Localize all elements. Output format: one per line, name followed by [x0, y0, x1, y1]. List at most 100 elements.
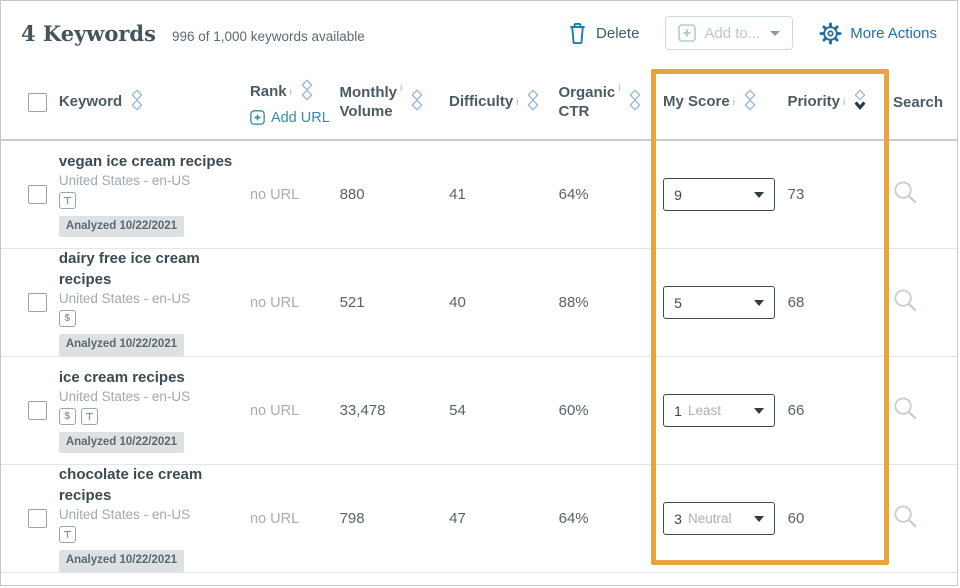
organic-ctr-label-2: CTR [558, 102, 590, 120]
keyword-column-label: Keyword [58, 92, 123, 110]
row-checkbox[interactable] [28, 185, 47, 204]
table-row: chocolate ice cream recipes United State… [1, 465, 957, 573]
header-priority: Priority i [787, 89, 887, 116]
keyword-locale: United States - en-US [58, 172, 191, 188]
priority-value: 68 [787, 294, 805, 311]
difficulty-value: 40 [449, 294, 466, 311]
keyword-name[interactable]: dairy free ice cream recipes [58, 250, 200, 288]
my-score-value: 5 [674, 294, 682, 311]
search-serp-icon[interactable] [893, 396, 918, 426]
delete-button[interactable]: Delete [567, 22, 639, 45]
sort-difficulty-icon[interactable] [527, 89, 539, 116]
difficulty-info-icon[interactable]: i [516, 96, 519, 108]
more-actions-label: More Actions [850, 24, 937, 42]
keyword-locale: United States - en-US [58, 388, 191, 404]
header-organic-ctr: Organic i CTR [559, 83, 662, 122]
add-to-button[interactable]: Add to... [665, 16, 794, 50]
top-bar: 4 Keywords 996 of 1,000 keywords availab… [1, 1, 957, 65]
difficulty-value: 47 [449, 510, 466, 527]
sort-organic-ctr-icon[interactable] [629, 89, 641, 116]
keyword-name[interactable]: chocolate ice cream recipes [58, 466, 203, 504]
plus-square-icon [250, 110, 265, 125]
my-score-dropdown[interactable]: 5 [663, 286, 776, 319]
add-to-label: Add to... [704, 24, 761, 42]
header-keyword: Keyword [59, 89, 250, 116]
sort-priority-desc-icon[interactable] [854, 89, 866, 116]
monthly-volume-value: 521 [339, 294, 365, 311]
header-rank: Rank i Add URL [250, 79, 340, 126]
organic-ctr-value: 64% [558, 186, 589, 203]
priority-info-icon[interactable]: i [842, 96, 846, 108]
table-header-row: Keyword Rank i [1, 65, 957, 141]
monthly-volume-info-icon[interactable]: i [400, 82, 403, 94]
chevron-down-icon [754, 191, 765, 198]
search-column-label: Search [893, 93, 944, 111]
keyword-locale: United States - en-US [58, 290, 191, 306]
difficulty-column-label: Difficulty [449, 92, 514, 110]
keyword-name[interactable]: vegan ice cream recipes [58, 152, 233, 170]
sort-my-score-icon[interactable] [744, 89, 756, 116]
header-difficulty: Difficulty i [449, 89, 559, 116]
my-score-dropdown[interactable]: 9 [663, 178, 776, 211]
organic-ctr-value: 88% [558, 294, 589, 311]
sort-keyword-icon[interactable] [131, 89, 143, 116]
add-url-label: Add URL [270, 109, 330, 126]
title-group: 4 Keywords 996 of 1,000 keywords availab… [21, 21, 365, 46]
keyword-locale: United States - en-US [58, 506, 191, 522]
row-checkbox[interactable] [28, 509, 47, 528]
dollar-badge-icon: $ [58, 407, 76, 425]
my-score-info-icon[interactable]: i [732, 96, 735, 108]
row-checkbox[interactable] [28, 401, 47, 420]
difficulty-value: 41 [449, 186, 466, 203]
header-select-cell [21, 92, 59, 112]
my-score-column-label: My Score [663, 92, 730, 110]
add-url-link[interactable]: Add URL [250, 110, 330, 126]
my-score-dropdown[interactable]: 1 Least [663, 394, 776, 427]
text-badge-icon [58, 191, 76, 209]
search-serp-icon[interactable] [893, 180, 918, 210]
priority-value: 60 [787, 510, 805, 527]
chevron-down-icon [770, 30, 781, 36]
search-serp-icon[interactable] [893, 288, 918, 318]
select-all-checkbox[interactable] [28, 92, 47, 112]
monthly-volume-label-2: Volume [339, 102, 393, 120]
toolbar: Delete Add to... [567, 16, 937, 50]
my-score-value: 1 [674, 402, 682, 419]
keyword-name[interactable]: ice cream recipes [58, 368, 185, 386]
rank-value: no URL [249, 510, 300, 527]
my-score-qualifier: Neutral [687, 511, 732, 526]
chevron-down-icon [754, 299, 765, 306]
rank-value: no URL [249, 402, 300, 419]
table-row: vegan ice cream recipes United States - … [1, 141, 957, 249]
table-row: dairy free ice cream recipes United Stat… [1, 249, 957, 357]
monthly-volume-label-1: Monthly [339, 83, 398, 101]
delete-label: Delete [596, 24, 640, 42]
sort-monthly-volume-icon[interactable] [411, 89, 423, 116]
header-search: Search [887, 94, 943, 111]
search-serp-icon[interactable] [893, 504, 918, 534]
more-actions-button[interactable]: More Actions [819, 21, 937, 45]
header-monthly-volume: Monthly i Volume [340, 83, 450, 122]
monthly-volume-value: 798 [339, 510, 365, 527]
organic-ctr-label-1: Organic [558, 83, 616, 101]
keywords-available-count: 996 of 1,000 keywords available [171, 28, 365, 44]
my-score-value: 9 [674, 186, 682, 203]
sort-rank-icon[interactable] [301, 79, 313, 106]
priority-value: 73 [787, 186, 805, 203]
table-row: ice cream recipes United States - en-US … [1, 357, 957, 465]
rank-value: no URL [249, 294, 300, 311]
rank-column-label: Rank [249, 82, 287, 100]
row-checkbox[interactable] [28, 293, 47, 312]
priority-column-label: Priority [787, 92, 840, 110]
my-score-qualifier: Least [687, 403, 721, 418]
analyzed-badge: Analyzed 10/22/2021 [58, 550, 185, 572]
difficulty-value: 54 [449, 402, 466, 419]
organic-ctr-info-icon[interactable]: i [618, 82, 621, 94]
analyzed-badge: Analyzed 10/22/2021 [58, 215, 185, 238]
rank-info-icon[interactable]: i [289, 86, 292, 98]
analyzed-badge: Analyzed 10/22/2021 [58, 431, 185, 454]
page-title: 4 Keywords [21, 20, 156, 46]
my-score-dropdown[interactable]: 3 Neutral [663, 502, 776, 535]
plus-square-icon [678, 24, 697, 42]
